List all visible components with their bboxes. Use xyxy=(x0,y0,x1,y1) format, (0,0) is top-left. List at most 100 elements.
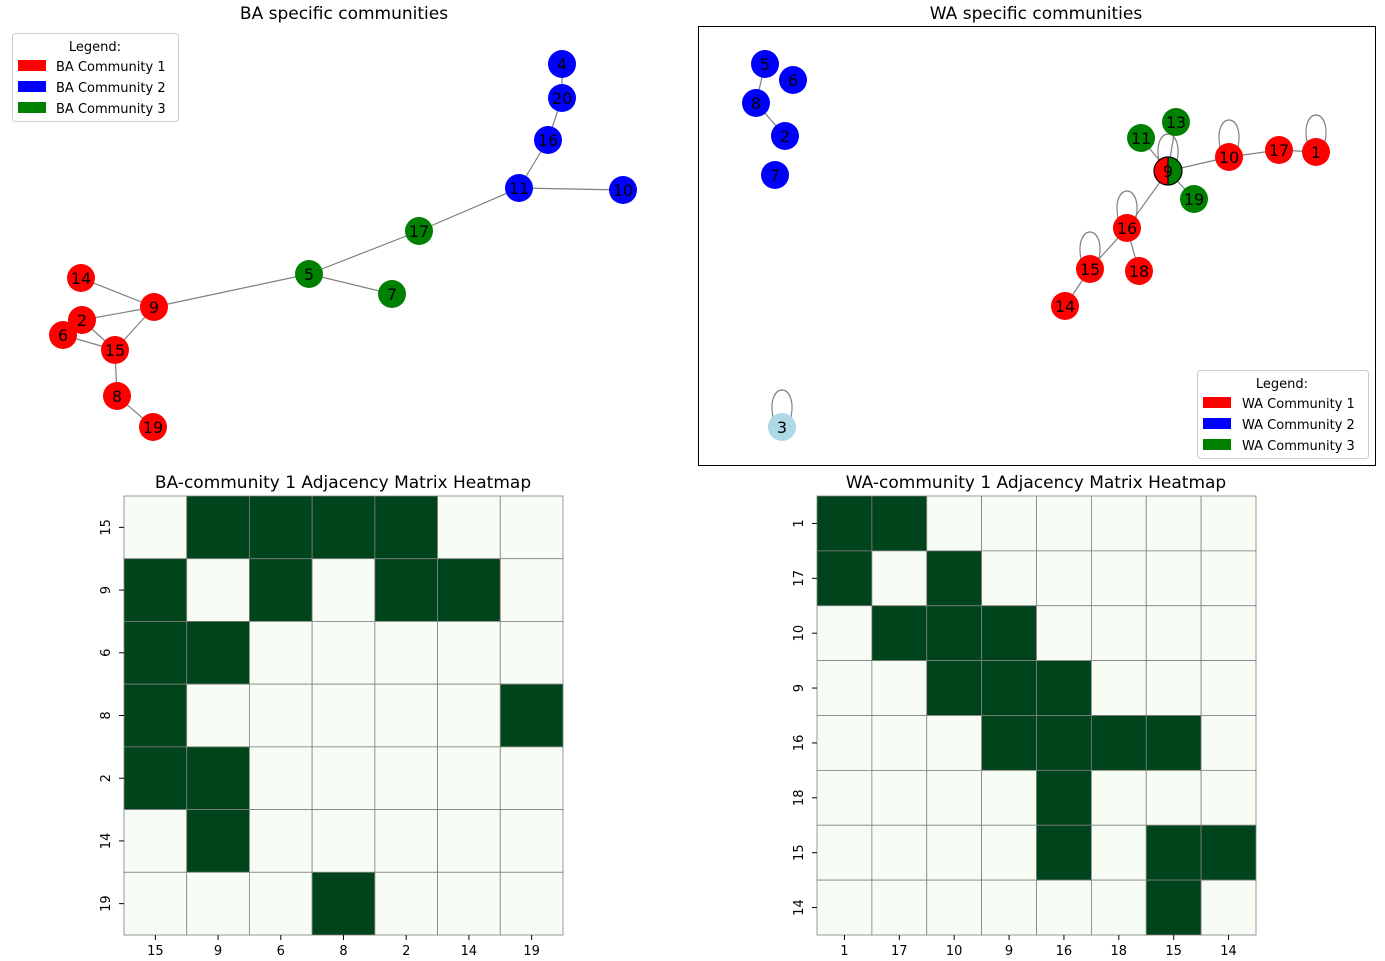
ba-heatmap-cell-5-1 xyxy=(186,809,250,873)
ba-node-5-circle xyxy=(295,260,323,288)
ba-heatmap-cell-2-2 xyxy=(249,621,313,685)
wa-heatmap-cell-2-5 xyxy=(1090,605,1147,662)
ba-heatmap-cell-5-0 xyxy=(123,809,188,873)
wa-heatmap-cell-0-3 xyxy=(981,495,1037,552)
ba-node-17: 17 xyxy=(405,217,433,245)
wa-heatmap-cell-4-7 xyxy=(1200,715,1257,771)
ba-heatmap-cell-2-6 xyxy=(499,621,564,685)
wa-heatmap-cell-6-5 xyxy=(1090,824,1147,881)
wa-legend-label-3: WA Community 3 xyxy=(1242,439,1355,454)
ba-legend: Legend: BA Community 1 BA Community 2 BA… xyxy=(12,33,179,122)
ba-node-label-7: 7 xyxy=(387,285,397,304)
ba-node-label-17: 17 xyxy=(409,222,429,241)
ba-legend-label-3: BA Community 3 xyxy=(56,102,166,117)
wa-heatmap-cell-4-6 xyxy=(1145,715,1202,771)
ba-heatmap-cell-6-3 xyxy=(311,871,376,936)
wa-node-8: 8 xyxy=(742,89,770,117)
wa-heatmap-cell-3-7 xyxy=(1200,660,1257,716)
ba-node-2-circle xyxy=(68,306,96,334)
wa-node-19: 19 xyxy=(1180,185,1208,213)
ba-legend-swatch-2 xyxy=(18,81,46,92)
wa-heatmap-ytick-label-1: 17 xyxy=(792,570,807,587)
wa-legend-box xyxy=(1197,370,1369,459)
ba-edge-11-10 xyxy=(518,187,624,191)
wa-heatmap-cell-7-7 xyxy=(1200,879,1257,936)
ba-edge-11-17 xyxy=(418,187,520,232)
ba-edge-5-7 xyxy=(308,273,393,295)
ba-heatmap-cell-4-4 xyxy=(374,746,438,810)
wa-node-label-5: 5 xyxy=(760,55,770,74)
wa-edges xyxy=(755,63,1327,418)
ba-heatmap-cell-0-1 xyxy=(186,495,250,560)
wa-legend-swatch-1 xyxy=(1203,397,1231,408)
ba-node-10: 10 xyxy=(609,176,637,204)
wa-node-label-14: 14 xyxy=(1055,297,1075,316)
ba-node-19-circle xyxy=(139,413,167,441)
ba-node-8: 8 xyxy=(103,382,131,410)
wa-heatmap-xtick-label-4: 16 xyxy=(1056,944,1073,959)
ba-heatmap-cell-3-4 xyxy=(374,683,438,748)
ba-heatmap-cell-5-2 xyxy=(249,809,313,873)
wa-heatmap-cell-3-0 xyxy=(816,660,873,716)
ba-graph-title: BA specific communities xyxy=(240,4,448,24)
wa-node-18-circle xyxy=(1125,257,1153,285)
wa-heatmap-cell-6-4 xyxy=(1036,824,1092,881)
wa-heatmap-cell-4-3 xyxy=(981,715,1037,771)
ba-heatmap-ytick-label-6: 19 xyxy=(99,895,114,912)
ba-heatmap-xtick-label-1: 9 xyxy=(214,944,222,959)
wa-node-9-half-3 xyxy=(1168,157,1182,185)
wa-node-9-half-1 xyxy=(1154,157,1168,185)
ba-heatmap-cell-0-0 xyxy=(123,495,188,560)
wa-legend-label-2: WA Community 2 xyxy=(1242,418,1355,433)
wa-heatmap-cell-6-3 xyxy=(981,824,1037,881)
ba-node-20-circle xyxy=(548,84,576,112)
ba-legend-label-2: BA Community 2 xyxy=(56,81,166,96)
ba-legend-title: Legend: xyxy=(69,40,121,55)
ba-heatmap-cell-3-0 xyxy=(123,683,188,748)
ba-heatmap-cell-3-2 xyxy=(249,683,313,748)
wa-node-13: 13 xyxy=(1162,108,1190,136)
ba-heatmap-cell-3-3 xyxy=(311,683,376,748)
wa-heatmap-xtick-label-6: 15 xyxy=(1165,944,1182,959)
ba-edge-5-9 xyxy=(153,273,310,308)
ba-heatmap-cell-2-1 xyxy=(186,621,250,685)
ba-node-6-circle xyxy=(49,321,77,349)
wa-node-2-circle xyxy=(771,122,799,150)
wa-heatmap-cell-6-0 xyxy=(816,824,873,881)
ba-heatmap-cell-0-2 xyxy=(249,495,313,560)
wa-heatmap-cell-4-5 xyxy=(1090,715,1147,771)
ba-heatmap-xtick-label-4: 2 xyxy=(402,944,410,959)
ba-heatmap-xtick-label-6: 19 xyxy=(523,944,540,959)
ba-heatmap-cell-4-5 xyxy=(437,746,501,810)
wa-heatmap-cell-1-3 xyxy=(981,550,1037,607)
wa-heatmap-cell-4-4 xyxy=(1036,715,1092,771)
wa-heatmap-cell-3-2 xyxy=(926,660,983,716)
wa-heatmap-cell-5-0 xyxy=(816,769,873,826)
ba-node-label-9: 9 xyxy=(149,298,159,317)
wa-node-5: 5 xyxy=(751,50,779,78)
ba-node-9-circle xyxy=(140,293,168,321)
wa-graph: 56 82 7 11 13 9 19 10 17 1 16 15 18 14 3 xyxy=(742,50,1330,441)
wa-heatmap-cell-7-2 xyxy=(926,879,983,936)
wa-heatmap-cell-5-7 xyxy=(1200,769,1257,826)
wa-heatmap-cell-4-1 xyxy=(871,715,928,771)
ba-heatmap-xtick-label-3: 8 xyxy=(339,944,347,959)
wa-heatmap-cell-5-4 xyxy=(1036,769,1092,826)
wa-node-label-16: 16 xyxy=(1117,219,1137,238)
ba-heatmap-cell-3-1 xyxy=(186,683,250,748)
ba-node-7: 7 xyxy=(378,280,406,308)
wa-node-9: 9 xyxy=(1153,156,1183,186)
ba-heatmap-cell-6-6 xyxy=(499,871,564,936)
wa-node-19-circle xyxy=(1180,185,1208,213)
ba-node-label-16: 16 xyxy=(538,131,558,150)
wa-heatmap-cell-1-0 xyxy=(816,550,873,607)
ba-node-label-2: 2 xyxy=(77,311,87,330)
ba-heatmap-ytick-label-1: 9 xyxy=(99,586,114,594)
wa-heatmap-ytick-label-3: 9 xyxy=(792,684,807,692)
ba-node-16: 16 xyxy=(534,126,562,154)
ba-heatmap-cell-6-2 xyxy=(249,871,313,936)
wa-node-14-circle xyxy=(1051,292,1079,320)
ba-node-2: 2 xyxy=(68,306,96,334)
ba-legend-box xyxy=(12,33,179,122)
ba-node-label-10: 10 xyxy=(613,181,633,200)
